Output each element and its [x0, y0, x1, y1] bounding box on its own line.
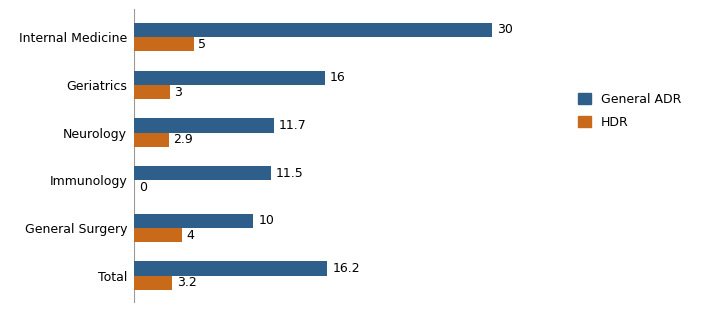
Text: 11.5: 11.5	[276, 167, 304, 179]
Text: 30: 30	[497, 23, 513, 36]
Text: 5: 5	[199, 38, 207, 51]
Bar	[134, 214, 253, 228]
Bar	[134, 85, 170, 99]
Bar	[134, 228, 182, 242]
Text: 3.2: 3.2	[177, 276, 197, 289]
Text: 16.2: 16.2	[332, 262, 360, 275]
Text: 0: 0	[139, 181, 147, 194]
Text: 3: 3	[175, 86, 183, 99]
Bar	[134, 261, 327, 276]
Bar	[134, 276, 172, 290]
Text: 10: 10	[258, 214, 274, 227]
Text: 4: 4	[187, 229, 195, 242]
Bar	[134, 166, 271, 180]
Bar	[134, 23, 492, 37]
Text: 16: 16	[330, 71, 345, 84]
Legend: General ADR, HDR: General ADR, HDR	[575, 89, 685, 133]
Text: 11.7: 11.7	[278, 119, 306, 132]
Bar	[134, 118, 274, 133]
Text: 2.9: 2.9	[173, 133, 193, 146]
Bar	[134, 37, 194, 52]
Bar	[134, 133, 168, 147]
Bar	[134, 70, 325, 85]
